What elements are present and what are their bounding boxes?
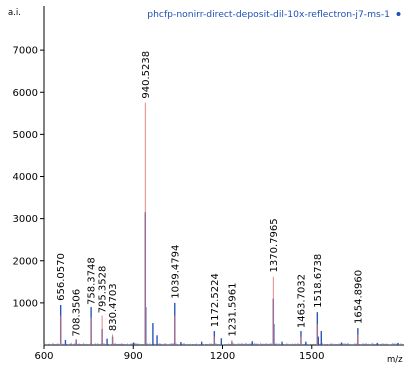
y-tick-label: 2000 (13, 256, 38, 267)
y-tick-label: 3000 (13, 214, 38, 225)
peak-label: 1463.7032 (297, 274, 308, 328)
peak-label: 1518.6738 (313, 254, 324, 308)
plot-area: 1000 2000 3000 4000 5000 6000 7000 600 900 1200 15… (13, 6, 404, 362)
peak-label: 656.0570 (56, 253, 67, 301)
y-tick-label: 1000 (13, 298, 38, 309)
x-tick-label: 900 (124, 351, 143, 362)
x-tick-label: 1200 (210, 351, 235, 362)
baseline-noise (43, 342, 404, 345)
x-tick-label: 1500 (299, 351, 324, 362)
peak-label: 758.3748 (87, 257, 98, 305)
legend-label: phcfp-nonirr-direct-deposit-dil-10x-refl… (147, 9, 390, 20)
peak-label: 795.3528 (98, 266, 109, 314)
peak-label: 1654.8960 (353, 270, 364, 324)
x-tick-label: 600 (34, 351, 53, 362)
y-tick-label: 4000 (13, 172, 38, 183)
peak-label: 1172.5224 (210, 273, 221, 327)
peak-label: 1039.4794 (170, 245, 181, 299)
peak-label: 708.3506 (72, 289, 83, 337)
y-tick-label: 7000 (13, 46, 38, 57)
y-axis-title: a.i. (8, 8, 21, 18)
peak-label: 830.4703 (108, 283, 119, 331)
x-axis-title: m/z (387, 355, 403, 365)
legend: phcfp-nonirr-direct-deposit-dil-10x-refl… (147, 9, 401, 20)
legend-marker (396, 12, 401, 16)
y-tick-label: 5000 (13, 130, 38, 141)
y-tick-label: 6000 (13, 88, 38, 99)
peak-label: 1231.5961 (227, 283, 238, 337)
peak-label: 1370.7965 (269, 218, 280, 272)
peak-label: 940.5238 (141, 51, 152, 99)
